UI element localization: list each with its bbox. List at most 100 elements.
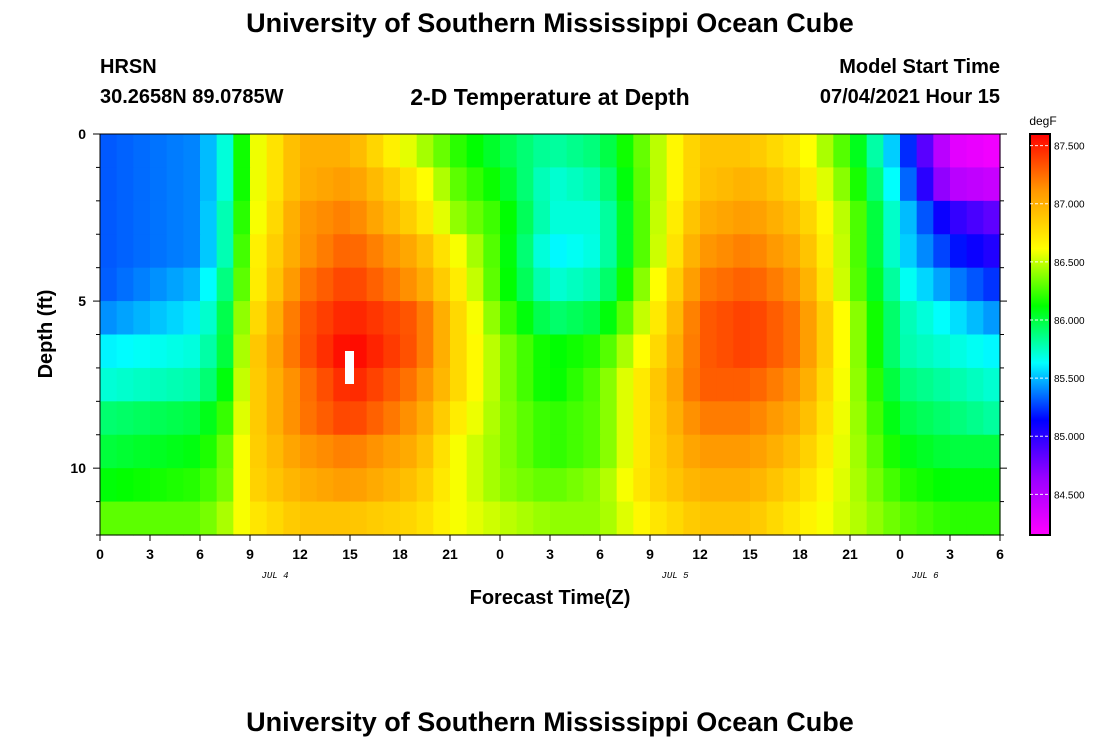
heatmap-cell bbox=[916, 468, 934, 503]
heatmap-cell bbox=[366, 434, 384, 469]
heatmap-cell bbox=[783, 401, 801, 436]
heatmap-cell bbox=[250, 301, 268, 336]
heatmap-cell bbox=[700, 501, 718, 536]
heatmap-cell bbox=[683, 401, 701, 436]
heatmap-cell bbox=[933, 200, 951, 235]
heatmap-cell bbox=[683, 301, 701, 336]
heatmap-cell bbox=[366, 334, 384, 369]
current-time-marker bbox=[345, 351, 354, 384]
heatmap-cell bbox=[816, 234, 834, 269]
heatmap-cell bbox=[850, 167, 868, 202]
heatmap-cell bbox=[750, 468, 768, 503]
heatmap-cell bbox=[250, 267, 268, 302]
heatmap-cell bbox=[966, 501, 984, 536]
heatmap-cell bbox=[133, 167, 151, 202]
heatmap-cell bbox=[616, 501, 634, 536]
heatmap-cell bbox=[483, 267, 501, 302]
heatmap-cell bbox=[616, 200, 634, 235]
heatmap-cell bbox=[883, 234, 901, 269]
colorbar: degF 84.500 85.000 85.500 86.000 86.500 87.00… bbox=[1029, 114, 1085, 536]
heatmap-cell bbox=[700, 167, 718, 202]
heatmap-cell bbox=[733, 501, 751, 536]
heatmap-cell bbox=[200, 134, 218, 169]
heatmap-cell bbox=[150, 334, 168, 369]
heatmap-cell bbox=[550, 468, 568, 503]
heatmap-cell bbox=[850, 401, 868, 436]
heatmap-cell bbox=[900, 167, 918, 202]
heatmap-cell bbox=[533, 134, 551, 169]
heatmap-cell bbox=[633, 401, 651, 436]
heatmap-cell bbox=[533, 501, 551, 536]
heatmap-cell bbox=[233, 200, 251, 235]
heatmap-cell bbox=[333, 501, 351, 536]
heatmap-cell bbox=[316, 468, 334, 503]
heatmap-cell bbox=[616, 234, 634, 269]
heatmap-cell bbox=[850, 234, 868, 269]
heatmap-cell bbox=[416, 167, 434, 202]
colorbar-tick-label: 86.000 bbox=[1054, 316, 1085, 327]
heatmap-cell bbox=[133, 434, 151, 469]
heatmap-cell bbox=[716, 234, 734, 269]
heatmap-cell bbox=[433, 401, 451, 436]
heatmap-cell bbox=[233, 134, 251, 169]
heatmap-cell bbox=[216, 234, 234, 269]
heatmap-cell bbox=[366, 367, 384, 402]
heatmap-cell bbox=[183, 434, 201, 469]
heatmap-cell bbox=[700, 367, 718, 402]
heatmap-cell bbox=[516, 367, 534, 402]
heatmap-cell bbox=[933, 501, 951, 536]
heatmap-cell bbox=[450, 200, 468, 235]
heatmap-cell bbox=[533, 367, 551, 402]
heatmap-cell bbox=[250, 167, 268, 202]
heatmap-cell bbox=[566, 334, 584, 369]
heatmap-cell bbox=[750, 267, 768, 302]
heatmap-cell bbox=[600, 301, 618, 336]
heatmap-cell bbox=[866, 267, 884, 302]
heatmap-cell bbox=[183, 234, 201, 269]
heatmap-cell bbox=[566, 134, 584, 169]
heatmap-cell bbox=[583, 367, 601, 402]
heatmap-cell bbox=[600, 134, 618, 169]
heatmap-cell bbox=[250, 401, 268, 436]
y-tick-label: 0 bbox=[78, 126, 86, 142]
heatmap-cell bbox=[616, 301, 634, 336]
heatmap-cell bbox=[483, 468, 501, 503]
heatmap-cell bbox=[550, 501, 568, 536]
heatmap-cell bbox=[800, 367, 818, 402]
heatmap-cell bbox=[300, 468, 318, 503]
page-title: University of Southern Mississippi Ocean… bbox=[246, 8, 854, 38]
heatmap-cell bbox=[650, 434, 668, 469]
heatmap-cell bbox=[600, 401, 618, 436]
heatmap-cell bbox=[716, 301, 734, 336]
heatmap-cell bbox=[633, 267, 651, 302]
heatmap-cell bbox=[766, 468, 784, 503]
heatmap-cell bbox=[950, 301, 968, 336]
heatmap-cell bbox=[800, 334, 818, 369]
heatmap-cell bbox=[116, 334, 134, 369]
x-tick-label: 9 bbox=[646, 546, 654, 562]
heatmap-cell bbox=[450, 267, 468, 302]
heatmap-cell bbox=[766, 234, 784, 269]
heatmap-cell bbox=[600, 468, 618, 503]
heatmap-cell bbox=[666, 234, 684, 269]
heatmap-cell bbox=[250, 234, 268, 269]
heatmap-cell bbox=[733, 167, 751, 202]
heatmap-cell bbox=[516, 401, 534, 436]
heatmap-cell bbox=[650, 234, 668, 269]
heatmap-cell bbox=[816, 501, 834, 536]
heatmap-cell bbox=[633, 468, 651, 503]
heatmap-cell bbox=[666, 334, 684, 369]
heatmap-cell bbox=[783, 334, 801, 369]
heatmap-cell bbox=[866, 200, 884, 235]
heatmap-cell bbox=[333, 267, 351, 302]
heatmap-cell bbox=[150, 167, 168, 202]
heatmap-cell bbox=[183, 301, 201, 336]
x-tick-label: 12 bbox=[292, 546, 308, 562]
heatmap-cell bbox=[100, 200, 118, 235]
heatmap-cell bbox=[950, 468, 968, 503]
heatmap-cell bbox=[633, 434, 651, 469]
heatmap-cell bbox=[683, 434, 701, 469]
heatmap-cell bbox=[933, 167, 951, 202]
heatmap-cell bbox=[683, 334, 701, 369]
heatmap-cell bbox=[100, 167, 118, 202]
